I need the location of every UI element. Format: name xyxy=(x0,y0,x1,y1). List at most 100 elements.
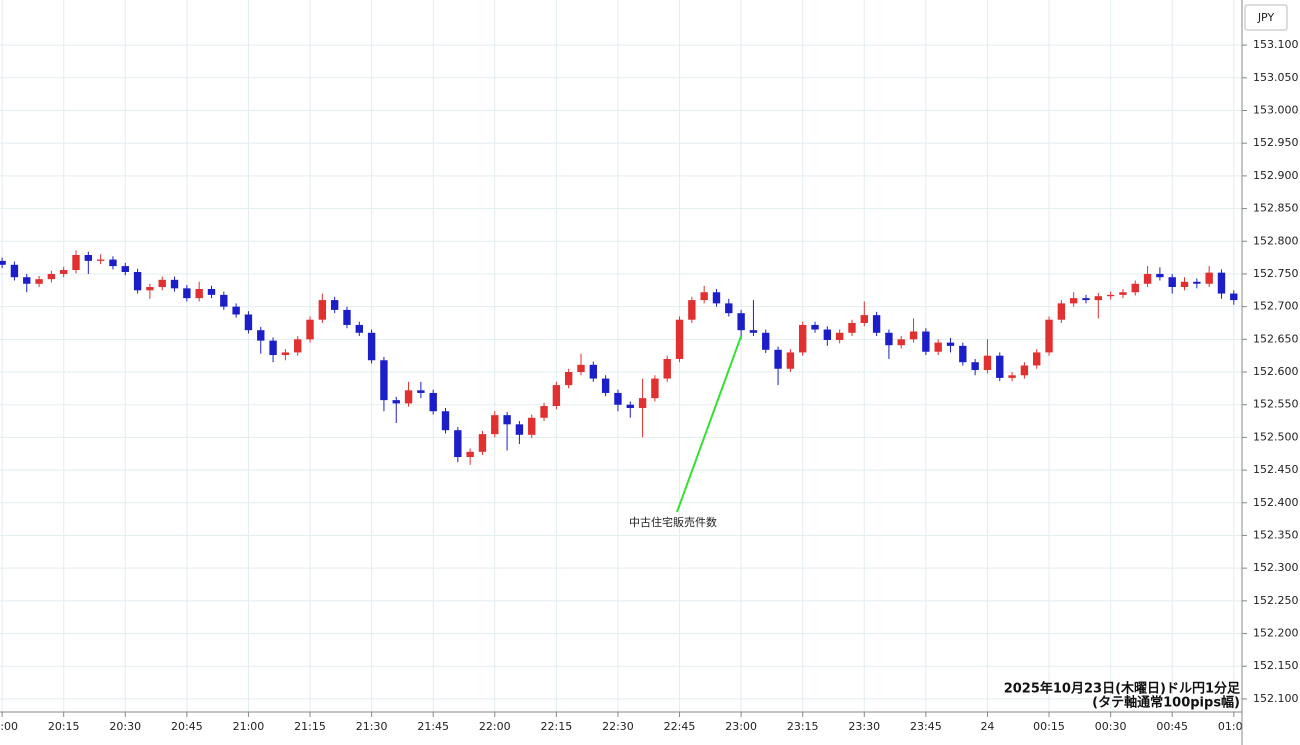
note: (タテ軸通常100pips幅) xyxy=(1092,695,1240,711)
candle-body xyxy=(1045,319,1053,353)
candle-body xyxy=(626,404,634,408)
x-tick-label: 23:00 xyxy=(725,720,757,733)
candle-body xyxy=(823,329,832,340)
candle-body xyxy=(1069,298,1078,304)
candle-body xyxy=(959,345,967,363)
candle-body xyxy=(1180,281,1189,288)
candle-body xyxy=(478,434,487,452)
candle-body xyxy=(725,303,733,314)
candle-body xyxy=(1168,277,1176,288)
y-tick-label: 152.550 xyxy=(1253,398,1299,411)
candle-body xyxy=(220,294,228,307)
candle-body xyxy=(367,332,376,361)
candle-body xyxy=(257,330,265,341)
candle-body xyxy=(1106,294,1115,297)
candle-body xyxy=(540,406,548,418)
candle-body xyxy=(1193,281,1201,284)
candle-body xyxy=(614,392,622,405)
candle-body xyxy=(195,288,203,299)
x-tick-label: 24 xyxy=(980,720,994,733)
candle-body xyxy=(663,358,671,379)
candle-body xyxy=(872,315,881,333)
y-tick-label: 152.250 xyxy=(1253,594,1299,607)
candle-body xyxy=(343,309,351,325)
candle-body xyxy=(133,271,142,291)
x-tick-label: 00:45 xyxy=(1156,720,1188,733)
x-tick-label: 21:15 xyxy=(294,720,326,733)
candle-body xyxy=(23,277,31,284)
candle-body xyxy=(306,319,314,340)
y-tick-label: 153.100 xyxy=(1253,38,1299,51)
candle-body xyxy=(1094,296,1102,301)
candle-body xyxy=(885,332,893,346)
candle-body xyxy=(109,259,117,267)
candle-body xyxy=(1008,375,1016,378)
x-tick-label: 23:15 xyxy=(787,720,819,733)
candle-body xyxy=(1057,303,1066,320)
y-tick-label: 152.600 xyxy=(1253,365,1299,378)
candle-body xyxy=(72,254,80,271)
y-tick-label: 152.200 xyxy=(1253,627,1299,640)
candle-body xyxy=(528,417,536,435)
candle-body xyxy=(170,279,179,289)
candle-body xyxy=(183,288,191,299)
y-tick-label: 152.300 xyxy=(1253,561,1299,574)
y-tick-label: 152.750 xyxy=(1253,267,1299,280)
x-tick-label: 22:45 xyxy=(664,720,696,733)
x-tick-label: 21:30 xyxy=(356,720,388,733)
candle-body xyxy=(417,390,425,393)
candle-body xyxy=(712,292,721,304)
candle-body xyxy=(84,254,93,261)
candle-body xyxy=(466,451,474,458)
candle-body xyxy=(909,331,918,340)
candle-body xyxy=(146,287,154,291)
x-tick-label: 01:00 xyxy=(1218,720,1250,733)
y-tick-label: 152.350 xyxy=(1253,528,1299,541)
candle-body xyxy=(503,415,511,425)
x-tick-label: 21:00 xyxy=(233,720,265,733)
candle-body xyxy=(1143,273,1152,284)
candle-body xyxy=(971,362,979,371)
candle-body xyxy=(515,424,524,435)
y-tick-label: 152.650 xyxy=(1253,332,1299,345)
candle-body xyxy=(158,279,166,288)
x-tick-label: 22:00 xyxy=(479,720,511,733)
x-axis: 20:00 20:15 20:30 20:45 21:00 21:15 21:30 21:45… xyxy=(0,712,1250,733)
candle-body xyxy=(96,259,105,261)
candle-body xyxy=(983,355,992,371)
candle-body xyxy=(638,398,647,408)
candle-body xyxy=(589,364,598,379)
candle-body xyxy=(404,390,413,404)
candle-body xyxy=(10,264,19,278)
x-tick-label: 00:15 xyxy=(1033,720,1065,733)
candle-body xyxy=(946,342,955,346)
y-axis: 152.100 152.150 152.200 152.250 152.300 152.3… xyxy=(1242,38,1299,705)
x-tick-label: 20:45 xyxy=(171,720,203,733)
y-tick-label: 153.050 xyxy=(1253,71,1299,84)
candle-body xyxy=(1020,365,1029,376)
candle-body xyxy=(762,332,770,350)
candle-body xyxy=(269,340,277,356)
currency: JPY xyxy=(1257,11,1275,24)
x-tick-label: 22:15 xyxy=(541,720,573,733)
currency-box xyxy=(1244,4,1288,31)
candle-body xyxy=(996,355,1004,378)
candle-body xyxy=(294,339,302,353)
candle-body xyxy=(59,270,68,274)
candle-body xyxy=(601,378,610,393)
candle-body xyxy=(35,279,43,284)
candle-body xyxy=(1131,283,1139,293)
candle-body xyxy=(0,260,6,265)
y-tick-label: 152.100 xyxy=(1253,692,1299,705)
candle-body xyxy=(651,378,659,399)
y-tick-label: 152.400 xyxy=(1253,496,1299,509)
candle-body xyxy=(564,372,573,386)
y-tick-label: 152.150 xyxy=(1253,659,1299,672)
candle-body xyxy=(232,306,240,315)
x-tick-label: 23:30 xyxy=(848,720,880,733)
y-tick-label: 152.800 xyxy=(1253,234,1299,247)
candle-body xyxy=(281,352,290,356)
candle-body xyxy=(491,415,499,435)
x-tick-label: 20:15 xyxy=(48,720,80,733)
candle-body xyxy=(121,266,129,272)
